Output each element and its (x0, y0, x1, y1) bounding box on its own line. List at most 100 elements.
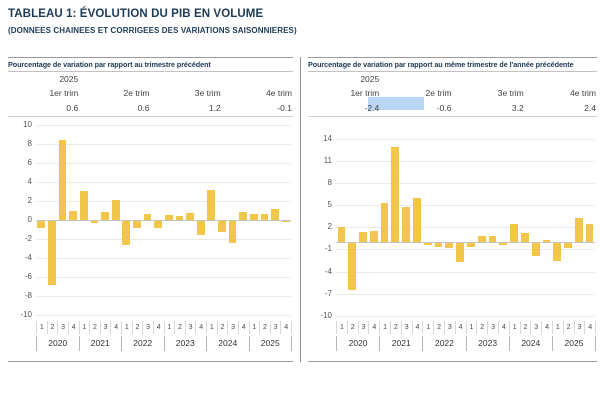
empty-cell (151, 72, 222, 86)
quarter-tick-label: 4 (237, 321, 249, 334)
year-tick-label: 2021 (78, 336, 122, 351)
bar (207, 189, 216, 221)
bar (154, 221, 162, 228)
gridline (336, 316, 595, 317)
bar (249, 214, 258, 221)
bar (337, 226, 346, 243)
bar (391, 147, 400, 243)
gridline (36, 239, 291, 240)
bar (260, 214, 269, 221)
gridline (36, 277, 291, 278)
gridline (36, 296, 291, 297)
y-axis-tick-label: -7 (324, 289, 332, 298)
y-axis-tick-label: -4 (324, 267, 332, 276)
quarter-header: 2e trim (123, 88, 150, 98)
y-axis-tick-label: 8 (27, 139, 32, 148)
y-axis-tick-label: 14 (323, 134, 332, 143)
panel-yoy: Pourcentage de variation par rapport au … (308, 57, 597, 362)
bar (553, 243, 562, 261)
y-axis-tick-label: -6 (24, 272, 32, 281)
quarter-tick-label: 1 (422, 321, 433, 334)
quarter-tick-label: 2 (476, 321, 487, 334)
panel-qoq-quarter-row: 1er trim 2e trim 3e trim 4e trim (8, 86, 293, 101)
gridline (336, 227, 595, 228)
y-axis-tick-label: 2 (327, 222, 332, 231)
quarter-tick-label: 2 (519, 321, 531, 334)
bar (477, 236, 486, 243)
gridline (36, 201, 291, 202)
panel-qoq-value-row: 0.6 0.6 1.2 -0.1 (8, 101, 293, 117)
bar (79, 190, 88, 221)
quarter-tick-label: 2 (259, 321, 270, 334)
bar (164, 215, 173, 221)
quarter-tick-label: 1 (336, 321, 347, 334)
quarter-tick-label: 3 (99, 321, 111, 334)
bar (531, 243, 540, 256)
bar (101, 212, 109, 221)
quarter-value: 0.6 (66, 103, 79, 113)
y-axis-tick-label: -10 (320, 311, 332, 320)
quarter-tick-label: 3 (573, 321, 585, 334)
quarter-value: -0.6 (436, 103, 452, 113)
quarter-tick-label: 1 (248, 321, 260, 334)
year-label: 2025 (59, 74, 79, 84)
year-tick-label: 2025 (551, 336, 595, 351)
y-axis-tick-label: -1 (324, 244, 332, 253)
gridline (336, 205, 595, 206)
quarter-value: 3.2 (511, 103, 524, 113)
quarter-header: 1er trim (49, 88, 79, 98)
year-tick-label: 2024 (508, 336, 552, 351)
year-tick-label: 2023 (465, 336, 509, 351)
bar (542, 239, 551, 243)
bar (467, 243, 475, 247)
quarter-tick-label: 1 (163, 321, 175, 334)
quarter-tick-label: 1 (508, 321, 520, 334)
quarter-tick-label: 3 (530, 321, 541, 334)
quarter-tick-label: 4 (454, 321, 466, 334)
quarter-value: 2.4 (584, 103, 596, 113)
bar (520, 233, 529, 243)
quarter-header: 4e trim (570, 88, 596, 98)
gridline (36, 144, 291, 145)
quarter-tick-label: 1 (78, 321, 90, 334)
quarter-tick-label: 4 (280, 321, 291, 334)
quarter-header: 4e trim (266, 88, 292, 98)
quarter-tick-label: 4 (584, 321, 595, 334)
quarter-value: -2.4 (364, 103, 380, 113)
quarter-tick-label: 2 (216, 321, 228, 334)
year-tick-label: 2021 (379, 336, 422, 351)
quarter-tick-label: 3 (487, 321, 498, 334)
page-subtitle: (DONNEES CHAINEES ET CORRIGEES DES VARIA… (8, 26, 297, 35)
bar (196, 221, 205, 236)
quarter-tick-label: 4 (110, 321, 121, 334)
zero-line (36, 220, 291, 221)
empty-cell (453, 72, 525, 86)
quarter-tick-label: 1 (379, 321, 390, 334)
quarter-tick-label: 3 (357, 321, 369, 334)
quarter-header: 3e trim (497, 88, 524, 98)
quarter-tick-label: 2 (174, 321, 185, 334)
quarter-tick-label: 3 (227, 321, 238, 334)
quarter-tick-label: 3 (142, 321, 153, 334)
empty-cell (525, 72, 597, 86)
y-axis-tick-label: 11 (323, 156, 332, 165)
y-axis-tick-label: 0 (27, 215, 32, 224)
bar (510, 224, 518, 243)
bar (281, 221, 290, 223)
bar (58, 140, 67, 221)
quarter-tick-label: 2 (346, 321, 358, 334)
quarter-tick-label: 4 (497, 321, 509, 334)
quarter-tick-label: 1 (121, 321, 132, 334)
chart-yoy: 14 11 8 5 2 -1 -4 -7 -10 1 2 3 4 1 2 3 4 1 2 3 4 1 2 3 4 1 2 3 4 1 2 3 4… (308, 117, 597, 362)
bar (228, 221, 237, 243)
panel-yoy-value-row: -2.4 -0.6 3.2 2.4 (308, 101, 597, 117)
quarter-tick-label: 4 (368, 321, 379, 334)
quarter-tick-label: 3 (400, 321, 412, 334)
y-axis-tick-label: 5 (327, 200, 332, 209)
panel-yoy-year-row: 2025 (308, 72, 597, 86)
quarter-tick-label: 1 (465, 321, 477, 334)
bar (271, 208, 279, 221)
quarter-tick-label: 3 (443, 321, 455, 334)
bar (48, 221, 56, 285)
